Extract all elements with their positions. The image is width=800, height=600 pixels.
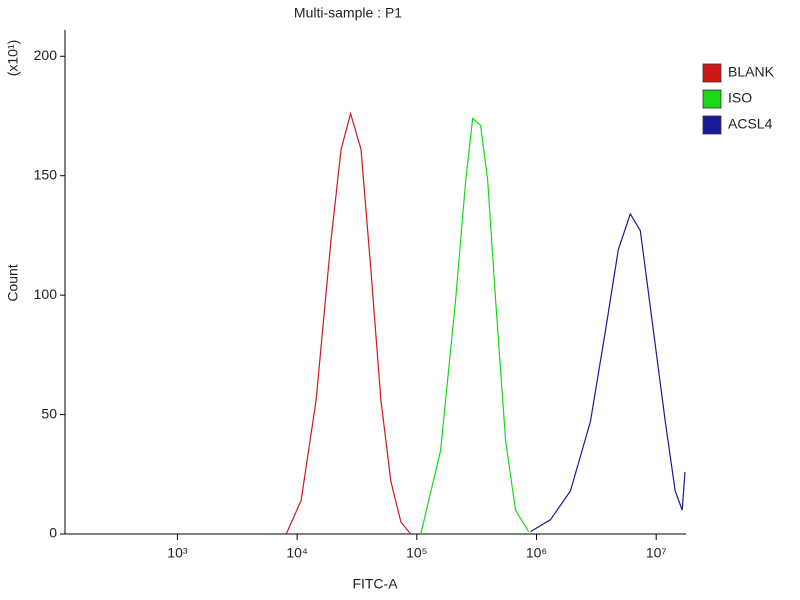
x-tick-label: 10⁶ xyxy=(526,545,547,561)
legend-label: ACSL4 xyxy=(728,116,773,132)
x-tick-label: 10⁷ xyxy=(646,545,667,561)
y-tick-label: 150 xyxy=(34,166,58,182)
legend-swatch xyxy=(702,89,722,109)
y-axis-label: Count xyxy=(5,264,21,301)
y-tick-label: 50 xyxy=(41,405,57,421)
x-tick-label: 10⁴ xyxy=(286,545,308,561)
y-tick-label: 100 xyxy=(34,286,58,302)
legend-swatch xyxy=(702,63,722,83)
legend-label: ISO xyxy=(728,90,752,106)
x-axis-label: FITC-A xyxy=(352,576,398,592)
series-line xyxy=(420,117,530,535)
x-tick-label: 10⁵ xyxy=(406,545,427,561)
chart-title: Multi-sample : P1 xyxy=(294,5,402,21)
x-tick-label: 10³ xyxy=(167,545,188,561)
y-multiplier: (x10¹) xyxy=(5,40,21,77)
legend-label: BLANK xyxy=(728,64,775,80)
y-tick-label: 0 xyxy=(49,525,57,541)
series-line xyxy=(530,212,686,533)
series-line xyxy=(285,111,412,535)
legend-swatch xyxy=(702,115,722,135)
y-tick-label: 200 xyxy=(34,47,58,63)
